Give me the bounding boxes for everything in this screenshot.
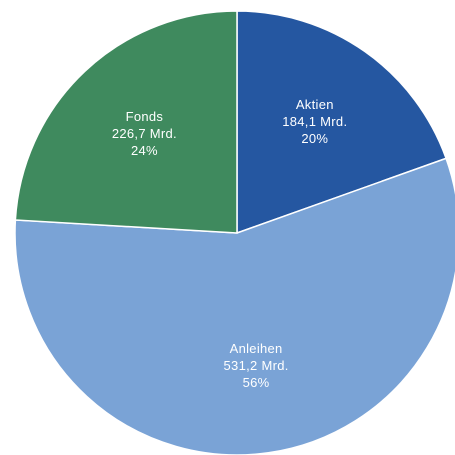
- slice-value-fonds: 226,7 Mrd.: [112, 126, 177, 141]
- slice-label-aktien: Aktien: [296, 97, 334, 112]
- slice-value-anleihen: 531,2 Mrd.: [224, 358, 289, 373]
- pie-slices: [14, 10, 455, 455]
- slice-percent-anleihen: 56%: [243, 375, 270, 390]
- slice-percent-aktien: 20%: [301, 131, 328, 146]
- slice-label-anleihen: Anleihen: [230, 341, 283, 356]
- pie-slice-anleihen: [14, 157, 455, 455]
- slice-percent-fonds: 24%: [131, 143, 158, 158]
- slice-value-aktien: 184,1 Mrd.: [282, 114, 347, 129]
- pie-slice-aktien: [236, 10, 448, 235]
- slice-label-fonds: Fonds: [126, 109, 164, 124]
- pie-labels: Aktien 184,1 Mrd. 20% Anleihen 531,2 Mrd. 56%…: [112, 97, 347, 390]
- pie-slice-fonds: [14, 10, 238, 234]
